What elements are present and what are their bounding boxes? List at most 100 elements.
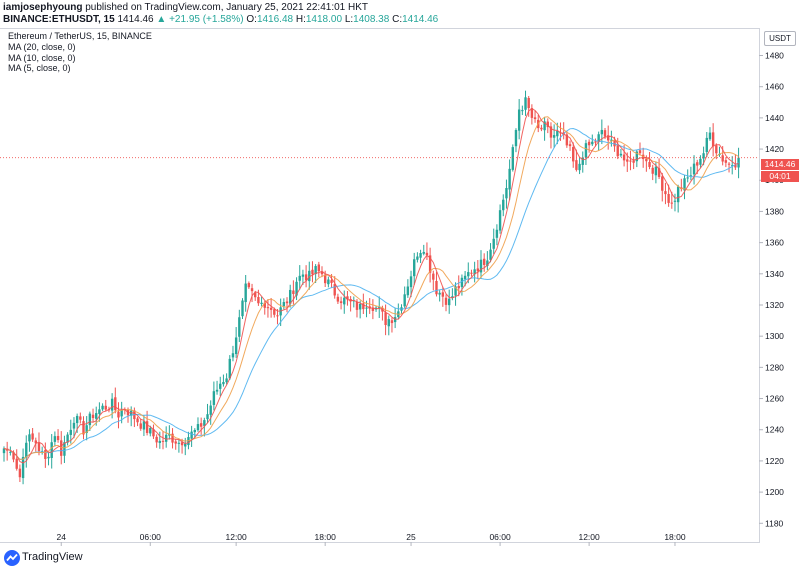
indicator-legend: Ethereum / TetherUS, 15, BINANCE MA (20,… bbox=[8, 31, 152, 74]
y-tick-label: 1200 bbox=[765, 487, 784, 497]
candle-body bbox=[378, 307, 381, 309]
chart-frame[interactable] bbox=[0, 28, 760, 543]
candle-body bbox=[702, 153, 705, 159]
candle-body bbox=[505, 188, 508, 199]
change-value: ▲ +21.95 (+1.58%) bbox=[156, 14, 244, 25]
candle-body bbox=[731, 165, 734, 167]
candle-body bbox=[581, 157, 584, 165]
legend-ma5[interactable]: MA (5, close, 0) bbox=[8, 63, 71, 73]
candle-body bbox=[66, 434, 69, 443]
candle-body bbox=[699, 158, 702, 165]
candle-body bbox=[498, 210, 502, 231]
candle-body bbox=[244, 283, 247, 303]
tradingview-logo-icon[interactable] bbox=[4, 550, 20, 566]
candle-body bbox=[451, 296, 454, 298]
publish-line: iamjosephyoung published on TradingView.… bbox=[3, 2, 368, 13]
candle-body bbox=[142, 421, 146, 430]
y-tick-label: 1260 bbox=[765, 394, 784, 404]
candle-body bbox=[533, 117, 537, 120]
candle-body bbox=[651, 167, 654, 174]
candle-body bbox=[333, 284, 336, 296]
legend-title[interactable]: Ethereum / TetherUS, 15, BINANCE bbox=[8, 31, 152, 41]
candle-body bbox=[231, 353, 235, 358]
candle-body bbox=[330, 280, 333, 283]
candle-body bbox=[607, 135, 610, 141]
currency-button[interactable]: USDT bbox=[764, 31, 796, 46]
candle-body bbox=[613, 140, 616, 147]
candle-body bbox=[212, 391, 216, 405]
candle-body bbox=[37, 443, 41, 452]
candle-body bbox=[225, 378, 228, 383]
candle-body bbox=[416, 256, 419, 260]
candle-body bbox=[79, 416, 82, 420]
candle-body bbox=[215, 389, 219, 392]
candle-body bbox=[314, 266, 317, 275]
candle-body bbox=[317, 264, 321, 272]
high-label: H: bbox=[295, 14, 306, 25]
ma5-line bbox=[3, 107, 739, 464]
candle-body bbox=[572, 147, 575, 162]
candle-body bbox=[390, 320, 394, 324]
candle-body bbox=[438, 292, 441, 295]
candle-body bbox=[686, 177, 689, 179]
candle-body bbox=[98, 409, 101, 414]
candle-body bbox=[365, 307, 368, 309]
candle-body bbox=[734, 165, 737, 168]
candle-body bbox=[476, 268, 480, 272]
candle-body bbox=[470, 272, 473, 274]
x-tick-label: 18:00 bbox=[664, 532, 686, 542]
candle-body bbox=[282, 302, 286, 307]
candle-body bbox=[654, 166, 658, 176]
legend-ma10[interactable]: MA (10, close, 0) bbox=[8, 52, 76, 63]
candle-body bbox=[219, 383, 222, 389]
last-price-tag: 1414.46 bbox=[761, 159, 799, 170]
candle-body bbox=[632, 160, 635, 163]
y-tick-label: 1240 bbox=[765, 425, 784, 435]
open-value: 1416.48 bbox=[256, 14, 294, 25]
close-label: C: bbox=[392, 14, 403, 25]
candle-body bbox=[413, 259, 416, 277]
candle-body bbox=[696, 162, 699, 166]
candle-body bbox=[44, 449, 47, 459]
candle-body bbox=[34, 440, 37, 444]
candle-body bbox=[619, 153, 623, 156]
brand-name[interactable]: TradingView bbox=[22, 551, 83, 563]
candle-body bbox=[285, 301, 289, 304]
y-tick-label: 1440 bbox=[765, 113, 784, 123]
x-tick-label: 12:00 bbox=[225, 532, 247, 542]
candle-body bbox=[648, 162, 651, 167]
candle-body bbox=[289, 289, 292, 304]
candle-body bbox=[257, 297, 260, 304]
candle-body bbox=[711, 132, 715, 147]
candle-body bbox=[203, 420, 206, 426]
candle-body bbox=[527, 97, 530, 109]
candle-body bbox=[56, 435, 60, 441]
candle-body bbox=[358, 303, 362, 310]
candle-body bbox=[238, 317, 241, 337]
candle-body bbox=[28, 434, 31, 442]
y-tick-label: 1380 bbox=[765, 206, 784, 216]
candle-body bbox=[196, 424, 200, 431]
chart-header: iamjosephyoung published on TradingView.… bbox=[0, 0, 801, 28]
candle-body bbox=[206, 414, 209, 420]
y-tick-label: 1480 bbox=[765, 51, 784, 61]
candle-body bbox=[689, 175, 693, 177]
candle-body bbox=[346, 296, 349, 300]
candle-body bbox=[110, 398, 114, 411]
candle-body bbox=[298, 275, 301, 281]
candle-body bbox=[263, 302, 266, 308]
y-tick-label: 1420 bbox=[765, 144, 784, 154]
candle-body bbox=[463, 275, 467, 280]
candle-body bbox=[384, 312, 387, 326]
candle-body bbox=[276, 315, 279, 317]
candle-body bbox=[145, 421, 149, 433]
candle-body bbox=[292, 290, 295, 294]
candle-body bbox=[311, 269, 314, 275]
candle-body bbox=[168, 434, 171, 436]
author-name[interactable]: iamjosephyoung bbox=[3, 2, 83, 13]
candle-body bbox=[149, 428, 152, 434]
candle-body bbox=[511, 147, 514, 170]
legend-ma20[interactable]: MA (20, close, 0) bbox=[8, 42, 76, 52]
candle-body bbox=[486, 260, 489, 266]
